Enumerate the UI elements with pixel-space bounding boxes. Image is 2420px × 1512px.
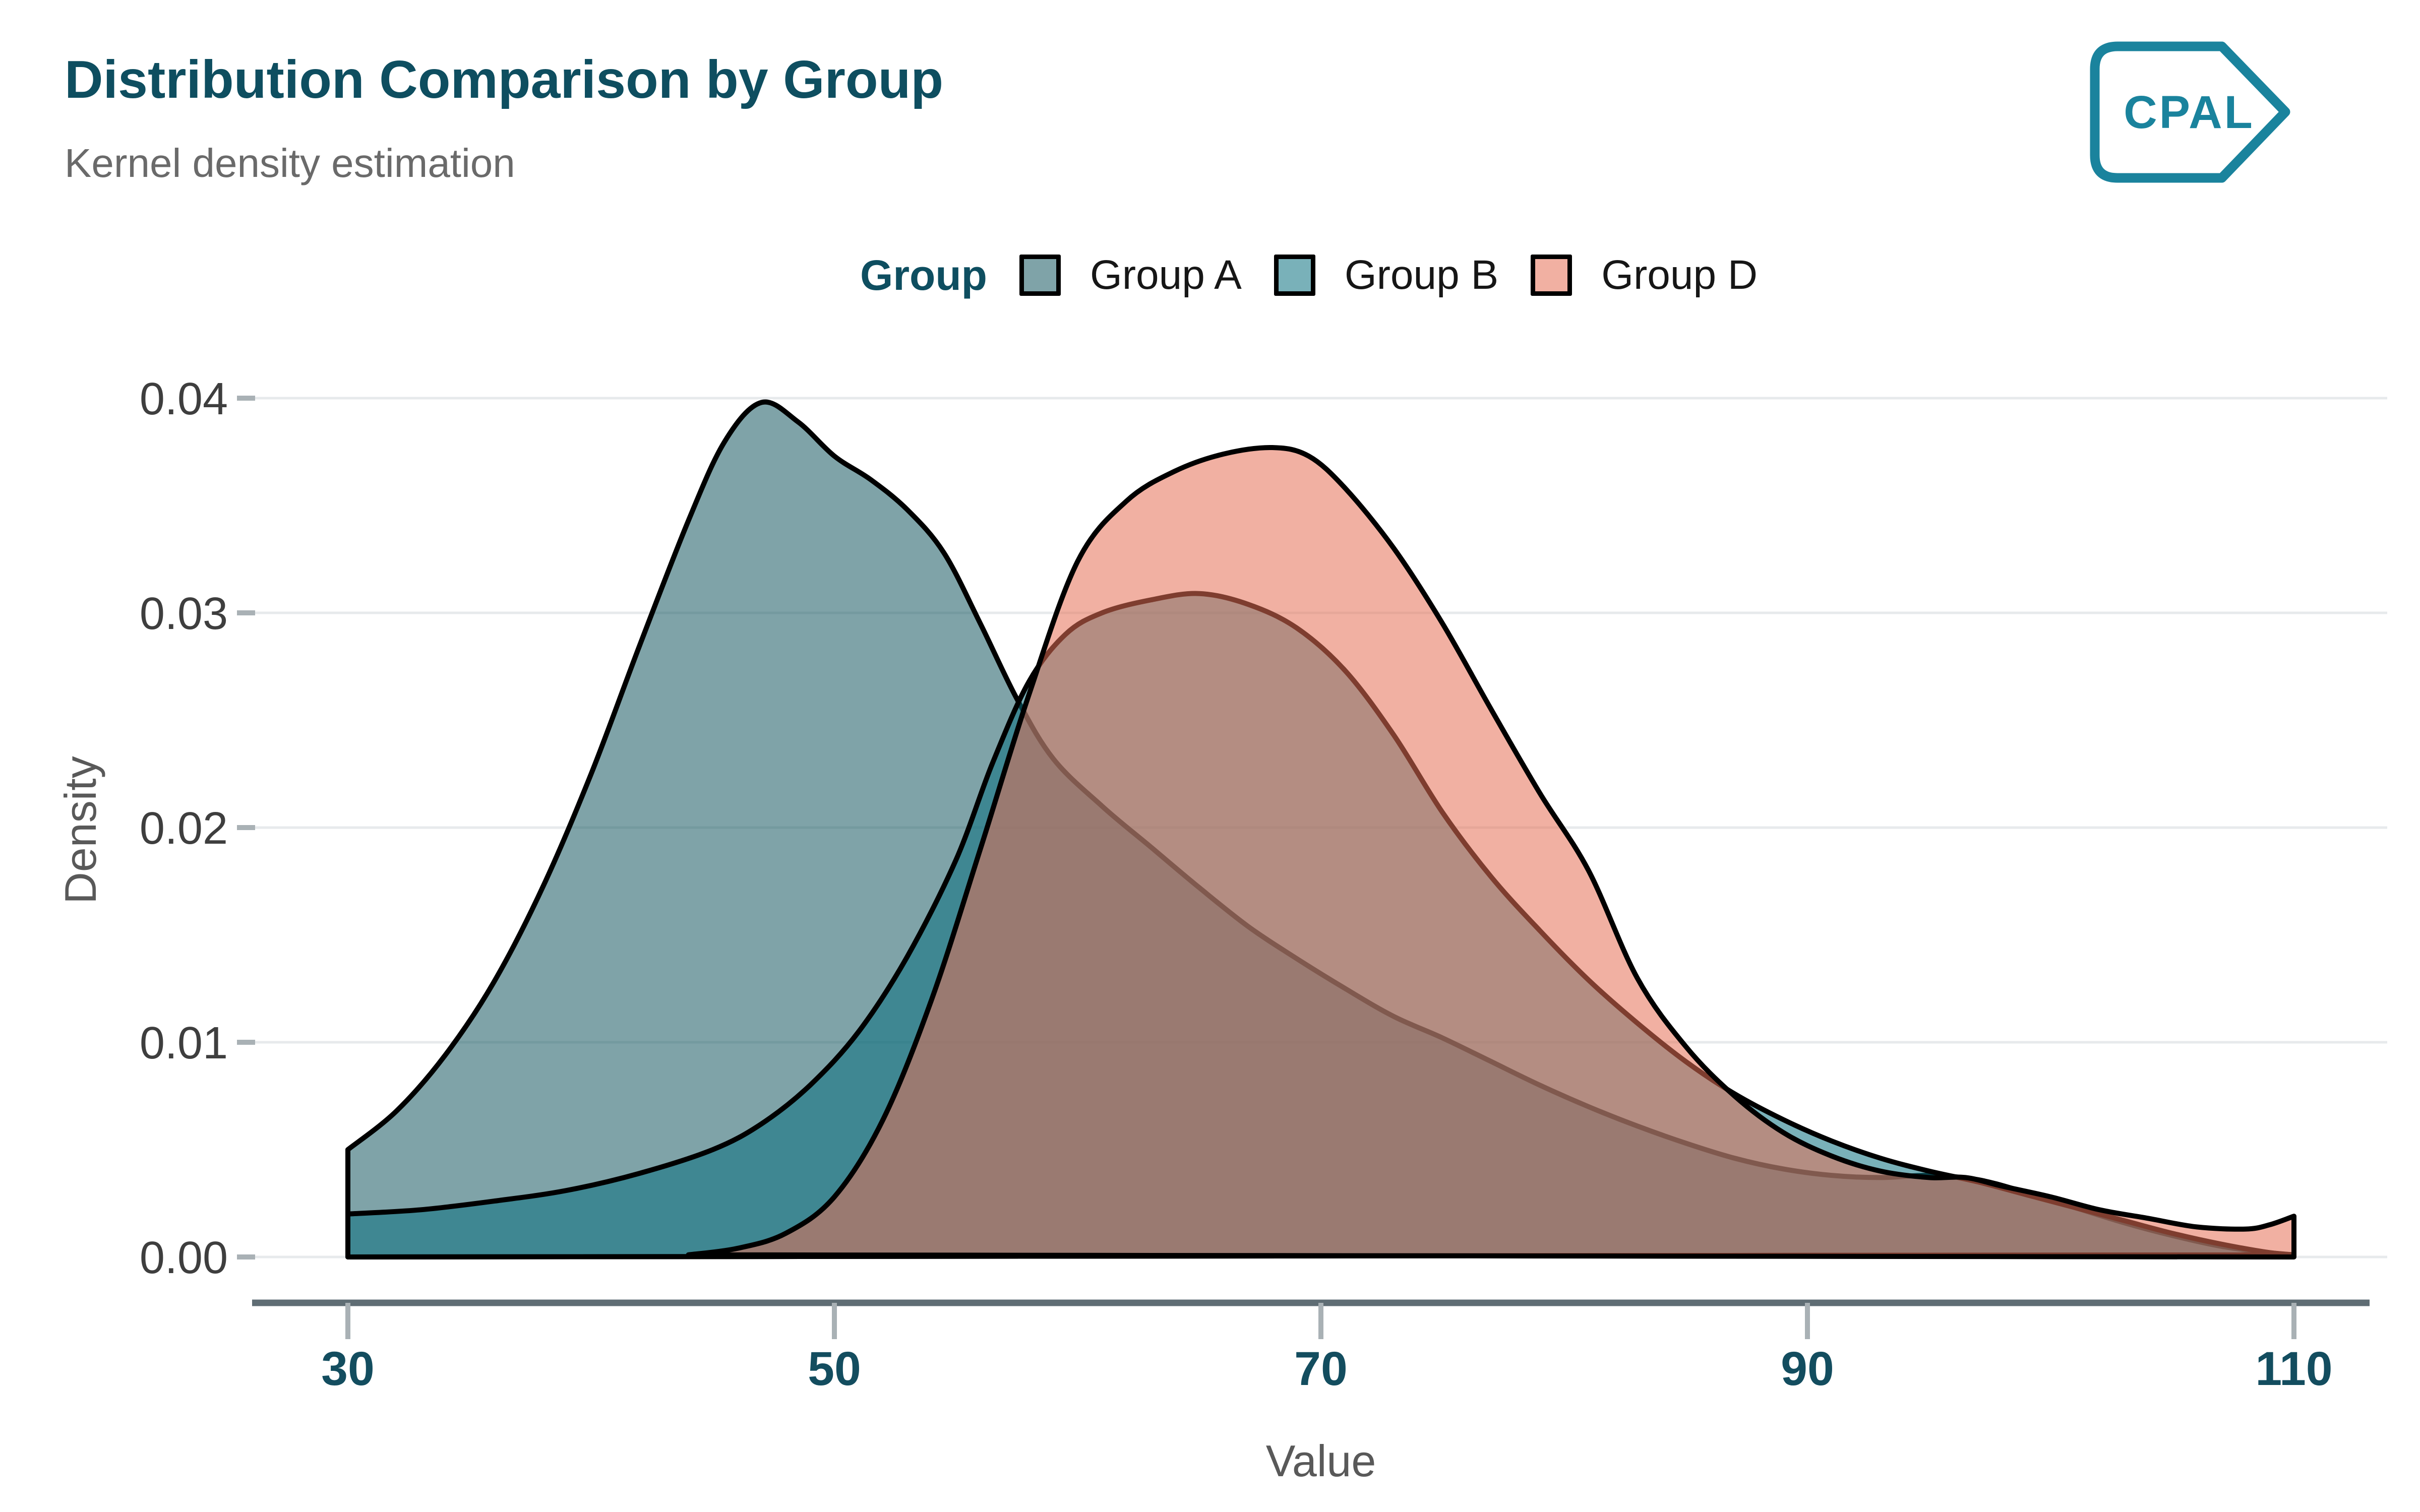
legend-label-group-b: Group B — [1344, 252, 1499, 298]
legend-item-group-b: Group B — [1274, 251, 1498, 299]
x-tick-label: 70 — [1294, 1342, 1348, 1396]
legend-swatch-group-a — [1019, 255, 1061, 296]
legend-item-group-d: Group D — [1531, 251, 1758, 299]
legend-swatch-group-b — [1274, 255, 1315, 296]
y-tick-label: 0.01 — [140, 1018, 228, 1068]
x-axis-title: Value — [1265, 1436, 1376, 1486]
y-tick-label: 0.03 — [140, 589, 228, 639]
legend-item-group-a: Group A — [1019, 251, 1242, 299]
x-tick-label: 90 — [1781, 1342, 1834, 1396]
y-axis-title: Density — [55, 756, 105, 904]
y-tick-label: 0.04 — [140, 374, 228, 424]
legend-label-group-a: Group A — [1090, 252, 1242, 298]
legend: Group Group A Group B Group D — [860, 251, 1758, 299]
legend-label-group-d: Group D — [1601, 252, 1758, 298]
x-tick-label: 50 — [808, 1342, 861, 1396]
x-tick-label: 110 — [2255, 1342, 2332, 1396]
y-tick-label: 0.02 — [140, 803, 228, 854]
legend-title: Group — [860, 251, 987, 299]
cpal-logo: CPAL — [2090, 41, 2290, 183]
chart-title: Distribution Comparison by Group — [65, 50, 944, 109]
logo-text: CPAL — [2124, 87, 2255, 138]
logo-tag-shape — [2090, 41, 2290, 183]
density-curve-group-d — [686, 445, 2296, 1259]
y-tick-label: 0.00 — [140, 1233, 228, 1283]
chart-subtitle: Kernel density estimation — [65, 141, 515, 185]
legend-swatch-group-d — [1531, 255, 1572, 296]
x-tick-label: 30 — [321, 1342, 375, 1396]
